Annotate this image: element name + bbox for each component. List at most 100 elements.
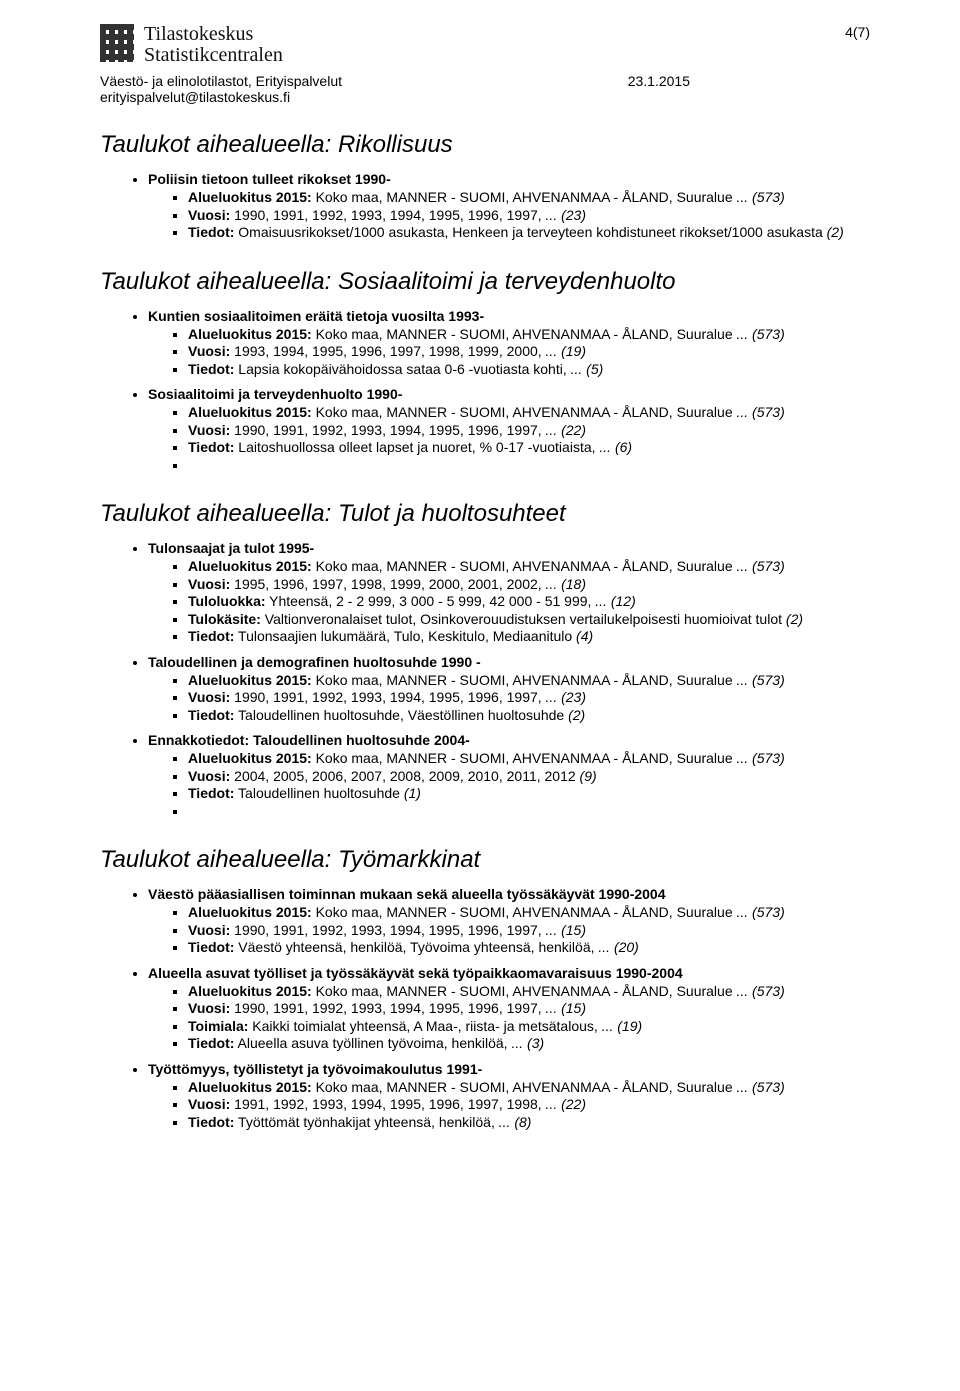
group-heading: Kuntien sosiaalitoimen eräitä tietoja vu…: [148, 308, 870, 379]
item-tail: ... (5): [571, 361, 604, 377]
page-number: 4(7): [845, 24, 870, 40]
item-text: 1990, 1991, 1992, 1993, 1994, 1995, 1996…: [230, 689, 545, 705]
item-text: Koko maa, MANNER - SUOMI, AHVENANMAA - Å…: [312, 983, 737, 999]
logo-icon: [100, 24, 134, 67]
list-item: Alueluokitus 2015: Koko maa, MANNER - SU…: [188, 672, 870, 690]
item-list: Alueluokitus 2015: Koko maa, MANNER - SU…: [148, 904, 870, 957]
list-item: Vuosi: 1991, 1992, 1993, 1994, 1995, 199…: [188, 1096, 870, 1114]
list-item: Alueluokitus 2015: Koko maa, MANNER - SU…: [188, 326, 870, 344]
item-text: Yhteensä, 2 - 2 999, 3 000 - 5 999, 42 0…: [266, 593, 596, 609]
item-label: Alueluokitus 2015:: [188, 189, 312, 205]
item-label: Vuosi:: [188, 1096, 230, 1112]
list-item: Vuosi: 1993, 1994, 1995, 1996, 1997, 199…: [188, 343, 870, 361]
item-text: Työttömät työnhakijat yhteensä, henkilöä…: [234, 1114, 498, 1130]
item-text: Tulonsaajien lukumäärä, Tulo, Keskitulo,…: [234, 628, 576, 644]
item-label: Toimiala:: [188, 1018, 248, 1034]
item-text: Valtionveronalaiset tulot, Osinkoverouud…: [261, 611, 786, 627]
item-text: 1990, 1991, 1992, 1993, 1994, 1995, 1996…: [230, 207, 545, 223]
item-label: Tiedot:: [188, 1114, 234, 1130]
item-label: Alueluokitus 2015:: [188, 326, 312, 342]
item-text: Koko maa, MANNER - SUOMI, AHVENANMAA - Å…: [312, 326, 737, 342]
sub-header-left: Väestö- ja elinolotilastot, Erityispalve…: [100, 73, 342, 105]
item-list: Alueluokitus 2015: Koko maa, MANNER - SU…: [148, 672, 870, 725]
item-text: 1991, 1992, 1993, 1994, 1995, 1996, 1997…: [230, 1096, 545, 1112]
item-text: Laitoshuollossa olleet lapset ja nuoret,…: [234, 439, 599, 455]
item-tail: ... (15): [546, 922, 586, 938]
item-tail: (2): [786, 611, 803, 627]
list-item: Alueluokitus 2015: Koko maa, MANNER - SU…: [188, 750, 870, 768]
list-item: Vuosi: 1990, 1991, 1992, 1993, 1994, 199…: [188, 689, 870, 707]
item-tail: ... (573): [737, 983, 785, 999]
list-item: Alueluokitus 2015: Koko maa, MANNER - SU…: [188, 1079, 870, 1097]
item-tail: ... (15): [546, 1000, 586, 1016]
item-tail: ... (6): [599, 439, 632, 455]
list-item: Alueluokitus 2015: Koko maa, MANNER - SU…: [188, 558, 870, 576]
item-tail: ... (573): [737, 189, 785, 205]
item-tail: ... (12): [595, 593, 635, 609]
item-label: Vuosi:: [188, 207, 230, 223]
group-list: Poliisin tietoon tulleet rikokset 1990-A…: [100, 171, 870, 242]
item-list: Alueluokitus 2015: Koko maa, MANNER - SU…: [148, 983, 870, 1053]
header-row: Tilastokeskus Statistikcentralen 4(7): [100, 24, 870, 67]
list-item: [188, 803, 870, 821]
item-text: 2004, 2005, 2006, 2007, 2008, 2009, 2010…: [230, 768, 579, 784]
group-list: Väestö pääasiallisen toiminnan mukaan se…: [100, 886, 870, 1131]
item-text: Taloudellinen huoltosuhde, Väestöllinen …: [234, 707, 568, 723]
group-list: Tulonsaajat ja tulot 1995-Alueluokitus 2…: [100, 540, 870, 820]
item-label: Tiedot:: [188, 224, 234, 240]
item-tail: ... (22): [546, 1096, 586, 1112]
item-text: Koko maa, MANNER - SUOMI, AHVENANMAA - Å…: [312, 558, 737, 574]
item-text: Koko maa, MANNER - SUOMI, AHVENANMAA - Å…: [312, 750, 737, 766]
list-item: Toimiala: Kaikki toimialat yhteensä, A M…: [188, 1018, 870, 1036]
sub-header: Väestö- ja elinolotilastot, Erityispalve…: [100, 73, 870, 105]
item-list: Alueluokitus 2015: Koko maa, MANNER - SU…: [148, 1079, 870, 1132]
item-tail: (2): [568, 707, 585, 723]
item-label: Vuosi:: [188, 576, 230, 592]
item-tail: (1): [404, 785, 421, 801]
item-list: Alueluokitus 2015: Koko maa, MANNER - SU…: [148, 404, 870, 474]
item-text: Koko maa, MANNER - SUOMI, AHVENANMAA - Å…: [312, 189, 737, 205]
item-label: Tiedot:: [188, 628, 234, 644]
section-title: Taulukot aihealueella: Sosiaalitoimi ja …: [100, 268, 870, 296]
item-tail: ... (573): [737, 404, 785, 420]
group-heading: Alueella asuvat työlliset ja työssäkäyvä…: [148, 965, 870, 1053]
list-item: Tiedot: Väestö yhteensä, henkilöä, Työvo…: [188, 939, 870, 957]
item-label: Vuosi:: [188, 1000, 230, 1016]
item-text: Koko maa, MANNER - SUOMI, AHVENANMAA - Å…: [312, 404, 737, 420]
item-text: 1995, 1996, 1997, 1998, 1999, 2000, 2001…: [230, 576, 545, 592]
item-label: Alueluokitus 2015:: [188, 983, 312, 999]
item-label: Alueluokitus 2015:: [188, 558, 312, 574]
logo-block: Tilastokeskus Statistikcentralen: [100, 24, 283, 67]
item-tail: ... (573): [737, 558, 785, 574]
list-item: Tiedot: Tulonsaajien lukumäärä, Tulo, Ke…: [188, 628, 870, 646]
list-item: Tiedot: Lapsia kokopäivähoidossa sataa 0…: [188, 361, 870, 379]
group-heading: Väestö pääasiallisen toiminnan mukaan se…: [148, 886, 870, 957]
item-label: Tuloluokka:: [188, 593, 266, 609]
content-area: Taulukot aihealueella: RikollisuusPoliis…: [100, 131, 870, 1131]
item-text: Omaisuusrikokset/1000 asukasta, Henkeen …: [234, 224, 826, 240]
list-item: Tiedot: Taloudellinen huoltosuhde (1): [188, 785, 870, 803]
item-label: Vuosi:: [188, 343, 230, 359]
item-list: Alueluokitus 2015: Koko maa, MANNER - SU…: [148, 558, 870, 646]
item-tail: ... (22): [546, 422, 586, 438]
item-label: Tiedot:: [188, 361, 234, 377]
list-item: Tiedot: Työttömät työnhakijat yhteensä, …: [188, 1114, 870, 1132]
item-tail: (4): [576, 628, 593, 644]
item-text: 1990, 1991, 1992, 1993, 1994, 1995, 1996…: [230, 422, 545, 438]
group-heading: Ennakkotiedot: Taloudellinen huoltosuhde…: [148, 732, 870, 820]
section-title: Taulukot aihealueella: Tulot ja huoltosu…: [100, 500, 870, 528]
item-list: Alueluokitus 2015: Koko maa, MANNER - SU…: [148, 326, 870, 379]
list-item: Vuosi: 1995, 1996, 1997, 1998, 1999, 200…: [188, 576, 870, 594]
item-tail: ... (3): [511, 1035, 544, 1051]
logo-line1: Tilastokeskus: [144, 24, 283, 45]
list-item: Vuosi: 1990, 1991, 1992, 1993, 1994, 199…: [188, 207, 870, 225]
item-label: Alueluokitus 2015:: [188, 904, 312, 920]
item-label: Alueluokitus 2015:: [188, 750, 312, 766]
item-text: Alueella asuva työllinen työvoima, henki…: [234, 1035, 511, 1051]
group-heading: Sosiaalitoimi ja terveydenhuolto 1990-Al…: [148, 386, 870, 474]
item-tail: ... (8): [499, 1114, 532, 1130]
item-text: Koko maa, MANNER - SUOMI, AHVENANMAA - Å…: [312, 1079, 737, 1095]
list-item: Tiedot: Taloudellinen huoltosuhde, Väest…: [188, 707, 870, 725]
list-item: Vuosi: 2004, 2005, 2006, 2007, 2008, 200…: [188, 768, 870, 786]
list-item: Tiedot: Alueella asuva työllinen työvoim…: [188, 1035, 870, 1053]
